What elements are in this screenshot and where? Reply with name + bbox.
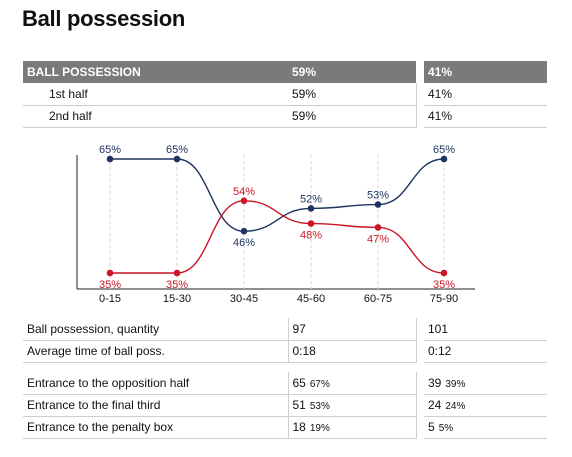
possession-line-chart: 0-15 15-30 30-45 45-60 60-75 75-90 65% 65% 46% 52… — [76, 144, 475, 305]
data-label: 52% — [300, 193, 322, 205]
data-label: 65% — [99, 144, 121, 156]
possession-header-team1: 59% — [288, 61, 416, 83]
table-row: 1st half 59% 41% — [23, 83, 547, 106]
data-point — [440, 269, 448, 277]
series-line-team2 — [110, 200, 445, 274]
table-row: Entrance to the penalty box 18 19% 5 5% — [23, 416, 547, 439]
opp-half-team2: 39 39% — [424, 372, 547, 395]
data-point — [240, 227, 248, 235]
quantity-label: Ball possession, quantity — [23, 318, 288, 341]
data-point — [307, 205, 315, 212]
x-tick-label: 30-45 — [230, 293, 258, 305]
half1-team2: 41% — [424, 83, 547, 106]
table-row: Entrance to the final third 51 53% 24 24% — [23, 394, 547, 417]
table-row: Ball possession, quantity 97 101 — [23, 318, 547, 341]
x-tick-label: 75-90 — [430, 293, 458, 305]
data-point — [374, 224, 382, 231]
data-point — [440, 155, 448, 163]
possession-header-row: BALL POSSESSION 59% 41% — [23, 61, 547, 83]
data-point — [106, 155, 114, 163]
data-label: 46% — [233, 237, 255, 249]
data-label: 65% — [166, 144, 188, 156]
quantity-team2: 101 — [424, 318, 547, 341]
series-line-team1 — [110, 158, 445, 232]
half1-label: 1st half — [23, 83, 288, 106]
penalty-box-label: Entrance to the penalty box — [23, 416, 288, 439]
penalty-box-team1: 18 19% — [287, 416, 416, 439]
final-third-label: Entrance to the final third — [23, 394, 288, 417]
avg-time-team1: 0:18 — [287, 340, 416, 363]
half2-label: 2nd half — [23, 105, 288, 128]
data-point — [374, 201, 382, 208]
table-row: Entrance to the opposition half 65 67% 39… — [23, 372, 547, 395]
data-label: 35% — [166, 279, 188, 291]
half2-team1: 59% — [288, 105, 416, 128]
table-row: Average time of ball poss. 0:18 0:12 — [23, 340, 547, 363]
data-label: 48% — [300, 230, 322, 242]
possession-table: BALL POSSESSION 59% 41% 1st half 59% 41%… — [23, 61, 547, 128]
data-point — [173, 269, 181, 277]
x-tick-label: 15-30 — [163, 293, 191, 305]
data-label: 35% — [433, 279, 455, 291]
table-row: 2nd half 59% 41% — [23, 105, 547, 128]
data-label: 35% — [99, 279, 121, 291]
data-point — [240, 197, 248, 205]
data-point — [307, 220, 315, 227]
data-label: 65% — [433, 144, 455, 156]
avg-time-label: Average time of ball poss. — [23, 340, 288, 363]
possession-header-label: BALL POSSESSION — [23, 61, 288, 83]
stats-table: Ball possession, quantity 97 101 Average… — [23, 318, 547, 439]
final-third-team2: 24 24% — [424, 394, 547, 417]
quantity-team1: 97 — [287, 318, 416, 341]
data-label: 53% — [367, 190, 389, 202]
penalty-box-team2: 5 5% — [424, 416, 547, 439]
half1-team1: 59% — [288, 83, 416, 106]
half2-team2: 41% — [424, 105, 547, 128]
opp-half-label: Entrance to the opposition half — [23, 372, 288, 395]
final-third-team1: 51 53% — [287, 394, 416, 417]
possession-header-team2: 41% — [424, 61, 547, 83]
data-point — [106, 269, 114, 277]
avg-time-team2: 0:12 — [424, 340, 547, 363]
x-tick-label: 60-75 — [364, 293, 392, 305]
opp-half-team1: 65 67% — [287, 372, 416, 395]
page-title: Ball possession — [22, 6, 186, 31]
data-label: 47% — [367, 233, 389, 245]
data-point — [173, 155, 181, 163]
x-tick-label: 45-60 — [297, 293, 325, 305]
x-tick-label: 0-15 — [99, 293, 121, 305]
data-label: 54% — [233, 186, 255, 198]
